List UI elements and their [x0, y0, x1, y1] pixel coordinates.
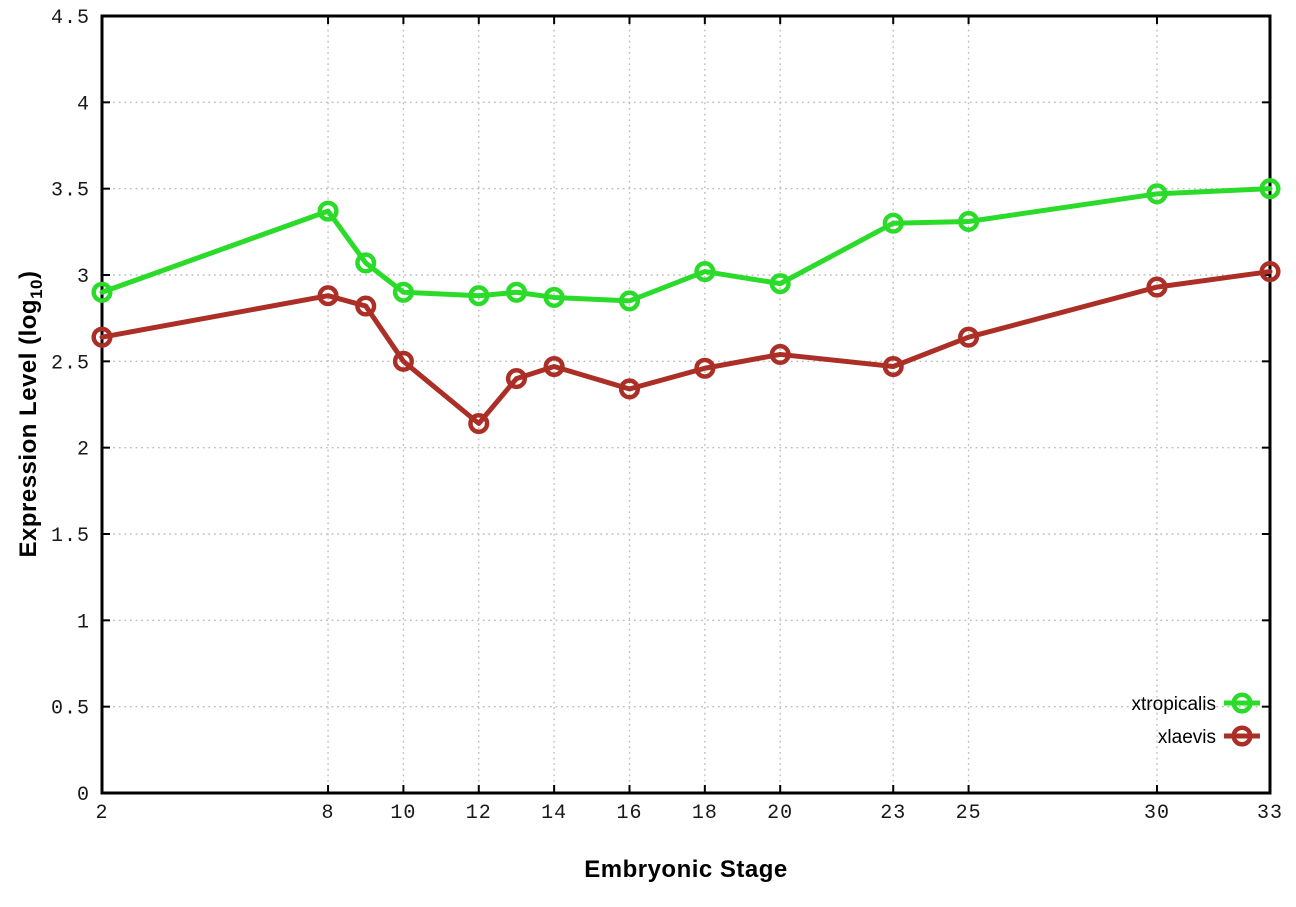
data-point-marker — [91, 281, 113, 303]
data-point-marker — [694, 260, 716, 283]
data-point-marker — [543, 286, 565, 308]
x-tick-label: 2 — [95, 802, 108, 825]
y-axis-title-post: ) — [15, 271, 42, 280]
y-tick-label: 3.5 — [51, 180, 90, 203]
data-point-marker — [317, 200, 339, 222]
data-point-marker — [769, 343, 791, 365]
y-tick-label: 2.5 — [51, 352, 90, 375]
x-tick-label: 25 — [956, 802, 982, 825]
gridlines — [101, 15, 1271, 794]
data-point-marker — [694, 357, 716, 379]
data-point-marker — [1146, 276, 1168, 298]
plot-border — [100, 14, 1272, 795]
data-point-marker — [355, 295, 377, 317]
legend-label-xlaevis: xlaevis — [1158, 727, 1216, 748]
plot-area: 2 8 10 12 14 16 18 20 23 25 30 33 0 0.5 1 1.5 2 2.5 3 3.5 4 4… — [51, 7, 1283, 825]
series-xtropicalis — [91, 178, 1281, 312]
data-point-marker — [882, 355, 904, 378]
x-tick-label: 30 — [1144, 802, 1170, 825]
y-tick-label: 0.5 — [51, 698, 90, 721]
data-point-marker — [543, 355, 565, 378]
data-point-marker — [91, 326, 113, 348]
x-tick-label: 20 — [767, 802, 793, 825]
legend-sample-marker-xtropicalis — [1231, 692, 1253, 714]
y-axis-title: Expression Level (log10) — [15, 271, 46, 558]
x-tick-label: 18 — [692, 802, 718, 825]
series-line-xtropicalis — [99, 186, 1273, 304]
data-point-marker — [1259, 260, 1281, 283]
data-point-marker — [468, 412, 490, 435]
x-tick-label: 10 — [390, 802, 416, 825]
tick-marks — [101, 15, 1271, 794]
x-tick-label: 8 — [322, 802, 335, 825]
legend: xtropicalis xlaevis — [1132, 692, 1260, 748]
y-tick-label: 3 — [77, 266, 90, 289]
data-point-marker — [355, 252, 377, 274]
data-point-marker — [1146, 183, 1168, 205]
data-point-marker — [618, 378, 641, 400]
data-point-marker — [958, 326, 980, 348]
x-tick-label: 23 — [880, 802, 906, 825]
data-point-marker — [392, 350, 414, 372]
data-point-marker — [392, 281, 414, 303]
data-point-marker — [1259, 178, 1281, 200]
data-point-marker — [618, 290, 641, 312]
legend-sample-marker-xlaevis — [1231, 725, 1253, 747]
x-tick-label: 12 — [466, 802, 492, 825]
x-tick-label: 16 — [616, 802, 642, 825]
data-point-marker — [317, 285, 339, 307]
data-point-marker — [958, 210, 980, 233]
y-axis-title-subscript: 10 — [27, 279, 46, 299]
y-tick-label: 4.5 — [51, 7, 90, 30]
data-point-marker — [505, 281, 528, 303]
y-tick-label: 2 — [77, 439, 90, 462]
data-point-marker — [505, 368, 528, 390]
x-tick-label: 14 — [541, 802, 567, 825]
x-axis-title: Embryonic Stage — [584, 856, 788, 883]
x-tick-label: 33 — [1257, 802, 1283, 825]
y-axis-title-pre: Expression Level (log — [15, 299, 42, 558]
data-point-marker — [769, 273, 791, 295]
series-line-xlaevis — [99, 269, 1273, 426]
y-tick-label: 4 — [77, 93, 90, 116]
legend-label-xtropicalis: xtropicalis — [1132, 694, 1216, 715]
data-point-marker — [882, 212, 904, 234]
series-xlaevis — [91, 260, 1281, 435]
data-point-marker — [468, 285, 490, 307]
y-tick-label: 1.5 — [51, 525, 90, 548]
y-tick-label: 0 — [77, 784, 90, 807]
y-tick-label: 1 — [77, 611, 90, 634]
